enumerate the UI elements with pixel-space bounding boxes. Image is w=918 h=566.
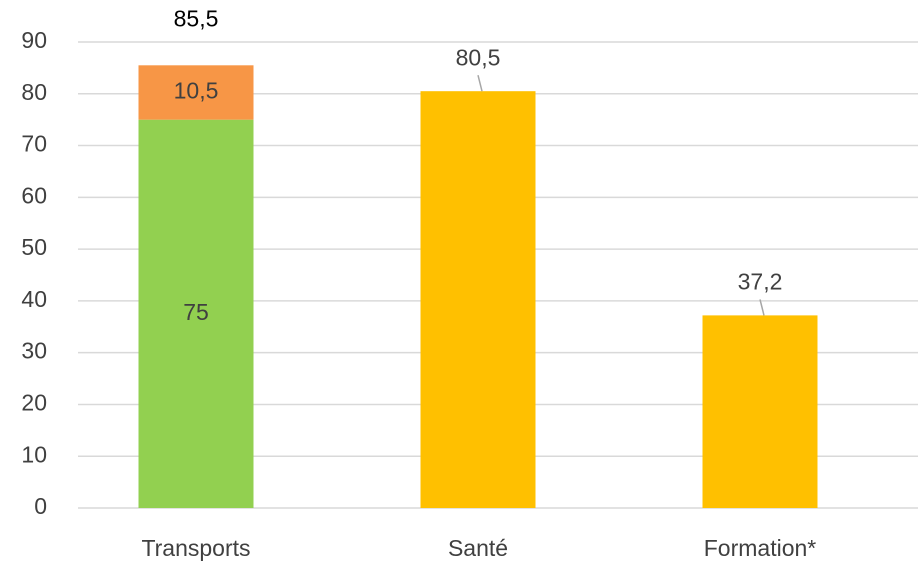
data-label: 75 xyxy=(183,299,209,325)
y-tick-label: 20 xyxy=(21,390,47,416)
y-tick-label: 80 xyxy=(21,79,47,105)
bar-segment xyxy=(420,91,536,508)
y-tick-label: 30 xyxy=(21,338,47,364)
y-tick-label: 50 xyxy=(21,234,47,260)
y-tick-label: 70 xyxy=(21,131,47,157)
bar-segment xyxy=(138,65,254,120)
leader-line xyxy=(477,75,483,92)
bar-segment xyxy=(702,315,818,508)
y-tick-label: 10 xyxy=(21,441,47,467)
y-tick-label: 60 xyxy=(21,182,47,208)
total-label: 85,5 xyxy=(174,5,219,31)
x-tick-label: Santé xyxy=(448,535,508,561)
leader-line xyxy=(759,299,765,316)
y-tick-label: 90 xyxy=(21,27,47,53)
data-label: 80,5 xyxy=(456,44,501,70)
x-tick-label: Formation* xyxy=(704,535,817,561)
data-label: 10,5 xyxy=(174,78,219,104)
y-tick-label: 40 xyxy=(21,286,47,312)
bar-segment xyxy=(138,119,254,509)
data-label: 37,2 xyxy=(738,268,783,294)
y-tick-label: 0 xyxy=(34,493,47,519)
x-tick-label: Transports xyxy=(141,535,250,561)
